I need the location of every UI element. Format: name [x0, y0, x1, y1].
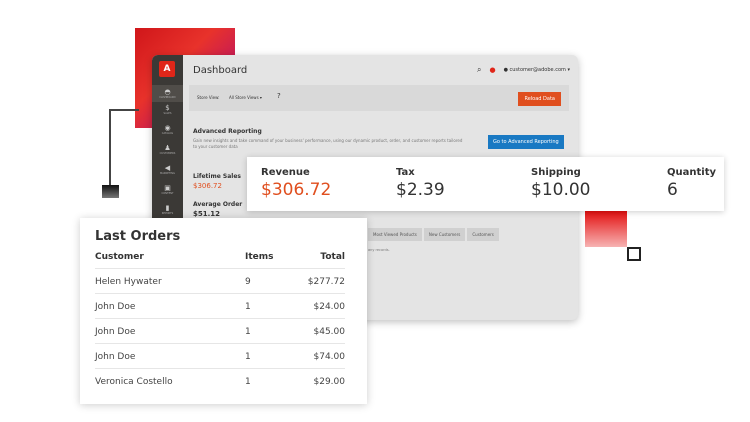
stat-tax: Tax $2.39: [396, 167, 445, 200]
customers-icon: ♟: [164, 144, 171, 152]
store-view-select[interactable]: All Store Views ▾: [229, 95, 262, 100]
advanced-reporting-title: Advanced Reporting: [193, 128, 262, 135]
header-actions: ⌕ ● ● customer@adobe.com ▾: [477, 65, 570, 75]
sidebar-item-customers[interactable]: ♟ CUSTOMERS: [159, 144, 176, 155]
reload-data-button[interactable]: Reload Data: [518, 92, 561, 106]
dashboard-tabs: Most Viewed Products New Customers Custo…: [368, 228, 499, 241]
tab-most-viewed-products[interactable]: Most Viewed Products: [368, 228, 422, 241]
table-row[interactable]: John Doe 1 $45.00: [95, 319, 345, 344]
no-records-message: any records.: [368, 248, 390, 252]
decorative-black-square: [102, 185, 119, 198]
store-view-label: Store View:: [197, 95, 220, 100]
help-icon[interactable]: ?: [277, 92, 281, 100]
search-icon[interactable]: ⌕: [476, 65, 482, 74]
table-row[interactable]: John Doe 1 $24.00: [95, 294, 345, 319]
go-to-advanced-reporting-button[interactable]: Go to Advanced Reporting: [488, 135, 564, 149]
sidebar-item-catalog[interactable]: ◉ CATALOG: [161, 124, 174, 135]
sidebar-item-marketing[interactable]: ◀ MARKETING: [160, 164, 175, 175]
last-orders-card: Last Orders Customer Items Total Helen Hyw…: [80, 218, 367, 404]
sidebar-item-dashboard[interactable]: ◓ DASHBOARD: [152, 85, 183, 102]
reports-icon: ▮: [165, 204, 170, 212]
connector-line: [109, 109, 139, 111]
dashboard-icon: ◓: [164, 88, 171, 96]
content-icon: ▣: [164, 184, 171, 192]
sidebar-item-reports[interactable]: ▮ REPORTS: [161, 204, 174, 215]
average-order-value: $51.12: [193, 210, 221, 218]
connector-line: [109, 109, 111, 187]
tab-customers[interactable]: Customers: [467, 228, 499, 241]
stat-revenue: Revenue $306.72: [261, 167, 332, 200]
user-menu[interactable]: ● customer@adobe.com ▾: [503, 67, 570, 73]
advanced-reporting-text: Gain new insights and take command of yo…: [193, 138, 463, 149]
adobe-logo[interactable]: A: [159, 61, 175, 77]
sidebar-item-sales[interactable]: $ SALES: [163, 104, 172, 115]
store-view-bar: Store View: All Store Views ▾ ? Reload D…: [189, 85, 569, 111]
sidebar-item-content[interactable]: ▣ CONTENT: [161, 184, 174, 195]
lifetime-sales-value: $306.72: [193, 182, 222, 190]
decorative-red-shape: [585, 210, 627, 247]
tab-new-customers[interactable]: New Customers: [423, 228, 466, 241]
table-row[interactable]: Helen Hywater 9 $277.72: [95, 269, 345, 294]
table-header: Customer Items Total: [95, 244, 345, 269]
table-row[interactable]: John Doe 1 $74.00: [95, 344, 345, 369]
megaphone-icon: ◀: [164, 164, 171, 172]
decorative-outline-square: [627, 247, 641, 261]
stat-quantity: Quantity 6: [667, 167, 716, 200]
stats-card: Revenue $306.72 Tax $2.39 Shipping $10.00 Q…: [247, 157, 724, 211]
table-row[interactable]: Veronica Costello 1 $29.00: [95, 377, 345, 387]
catalog-icon: ◉: [164, 124, 171, 132]
page-title: Dashboard: [193, 65, 248, 76]
stat-shipping: Shipping $10.00: [531, 167, 591, 200]
last-orders-title: Last Orders: [95, 229, 181, 244]
dollar-icon: $: [165, 104, 170, 112]
notifications-icon[interactable]: ●: [489, 66, 496, 74]
lifetime-sales-label: Lifetime Sales: [193, 173, 241, 180]
average-order-label: Average Order: [193, 201, 243, 208]
